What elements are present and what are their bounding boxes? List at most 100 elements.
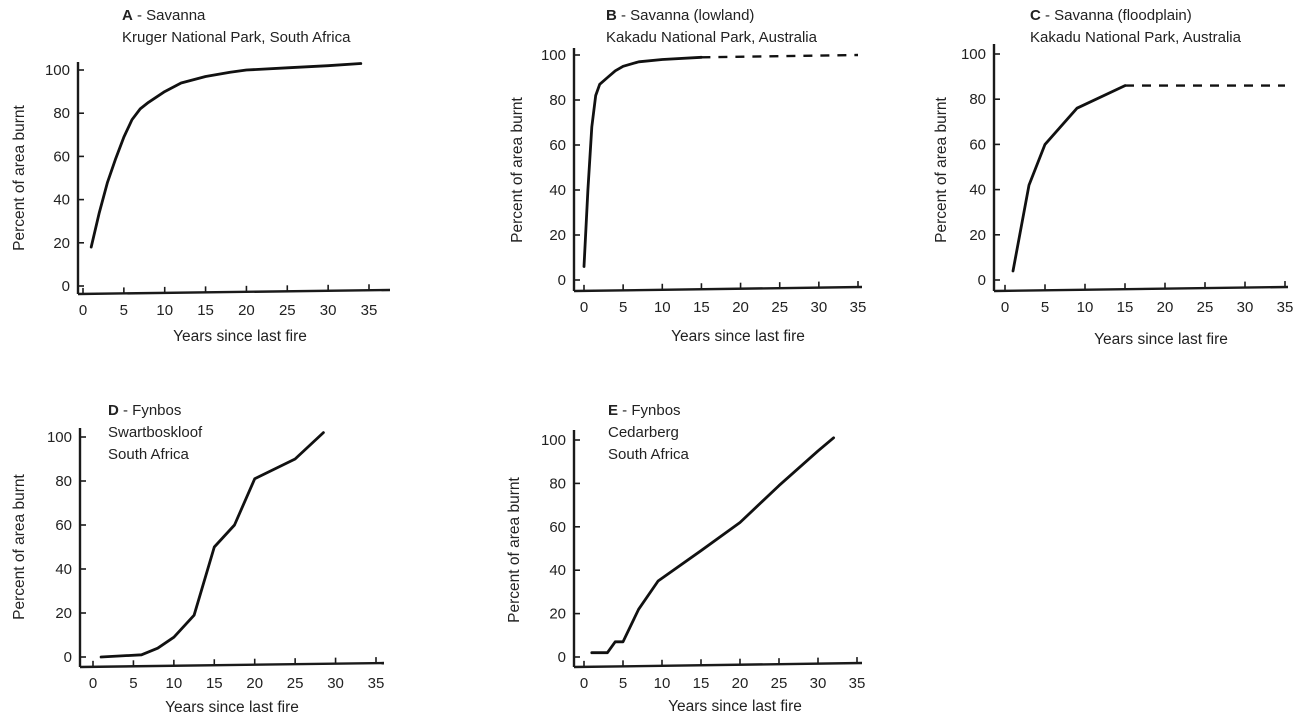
- y-tick-label: 100: [961, 46, 986, 63]
- x-tick-label: 0: [1001, 299, 1009, 316]
- panel-subtitle: Kruger National Park, South Africa: [122, 29, 351, 46]
- x-axis-label: Years since last fire: [165, 699, 299, 716]
- x-tick-label: 10: [1077, 299, 1094, 316]
- panel-subtitle: Cedarberg: [608, 424, 679, 441]
- x-tick-label: 35: [1277, 299, 1294, 316]
- y-tick-label: 40: [549, 182, 566, 199]
- y-tick-label: 20: [969, 227, 986, 244]
- x-tick-label: 35: [850, 299, 867, 316]
- y-axis-label: Percent of area burnt: [509, 97, 526, 243]
- y-tick-label: 0: [62, 278, 70, 295]
- panel-title-text: - Fynbos: [119, 402, 182, 419]
- panel-title: E - Fynbos: [608, 402, 681, 419]
- panel-title: D - Fynbos: [108, 402, 181, 419]
- y-tick-label: 40: [55, 561, 72, 578]
- y-tick-label: 80: [53, 105, 70, 122]
- y-tick-label: 100: [45, 62, 70, 79]
- panel-letter: E: [608, 402, 618, 419]
- y-tick-label: 40: [53, 192, 70, 209]
- x-axis-label: Years since last fire: [173, 328, 307, 345]
- panel-title: B - Savanna (lowland): [606, 7, 754, 24]
- panel-letter: B: [606, 7, 617, 24]
- panel-subtitle: Swartboskloof: [108, 424, 203, 441]
- y-tick-label: 20: [549, 606, 566, 623]
- x-tick-label: 5: [1041, 299, 1049, 316]
- x-tick-label: 30: [811, 299, 828, 316]
- y-tick-label: 60: [969, 136, 986, 153]
- panel-subtitle: Kakadu National Park, Australia: [1030, 29, 1242, 46]
- x-tick-label: 25: [279, 302, 296, 319]
- panel-title-text: - Savanna (floodplain): [1041, 7, 1192, 24]
- x-tick-label: 25: [287, 675, 304, 692]
- x-tick-label: 30: [1237, 299, 1254, 316]
- x-tick-label: 15: [197, 302, 214, 319]
- extrapolated-line: [701, 53, 859, 59]
- y-tick-label: 100: [541, 47, 566, 64]
- x-tick-label: 30: [320, 302, 337, 319]
- x-tick-label: 20: [732, 299, 749, 316]
- x-tick-label: 20: [732, 675, 749, 692]
- x-tick-label: 25: [771, 299, 788, 316]
- x-tick-label: 10: [166, 675, 183, 692]
- y-tick-label: 60: [549, 137, 566, 154]
- x-tick-label: 15: [693, 299, 710, 316]
- panel-title-text: - Savanna (lowland): [617, 7, 755, 24]
- x-tick-label: 35: [361, 302, 378, 319]
- x-tick-label: 10: [654, 675, 671, 692]
- y-tick-label: 80: [549, 92, 566, 109]
- x-tick-label: 0: [580, 299, 588, 316]
- y-axis-label: Percent of area burnt: [933, 97, 950, 243]
- y-tick-label: 40: [549, 562, 566, 579]
- x-tick-label: 0: [89, 675, 97, 692]
- y-tick-label: 60: [53, 148, 70, 165]
- y-tick-label: 100: [47, 429, 72, 446]
- data-line: [582, 55, 703, 268]
- x-tick-label: 30: [327, 675, 344, 692]
- panel-letter: C: [1030, 7, 1041, 24]
- data-line: [590, 436, 835, 655]
- panel-letter: A: [122, 7, 133, 24]
- x-tick-label: 15: [1117, 299, 1134, 316]
- x-axis-label: Years since last fire: [1094, 331, 1228, 348]
- x-tick-label: 5: [120, 302, 128, 319]
- x-tick-label: 5: [129, 675, 137, 692]
- y-tick-label: 80: [969, 91, 986, 108]
- x-tick-label: 25: [1197, 299, 1214, 316]
- x-tick-label: 5: [619, 299, 627, 316]
- chart-panel-d: D - Fynbos Swartboskloof South Africa 0 20 40…: [11, 402, 384, 716]
- x-tick-label: 0: [79, 302, 87, 319]
- x-axis-line: [77, 288, 391, 296]
- x-tick-label: 0: [580, 675, 588, 692]
- y-tick-label: 60: [55, 517, 72, 534]
- y-tick-label: 100: [541, 432, 566, 449]
- y-tick-label: 20: [55, 605, 72, 622]
- panel-subtitle: South Africa: [108, 446, 190, 463]
- panel-subtitle: South Africa: [608, 446, 690, 463]
- panel-subtitle: Kakadu National Park, Australia: [606, 29, 818, 46]
- chart-panel-a: A - Savanna Kruger National Park, South A…: [11, 7, 391, 345]
- x-tick-label: 25: [771, 675, 788, 692]
- y-tick-label: 80: [549, 475, 566, 492]
- y-tick-label: 20: [549, 227, 566, 244]
- x-axis-line: [993, 285, 1289, 293]
- panel-title-text: - Savanna: [133, 7, 206, 24]
- chart-panel-c: C - Savanna (floodplain) Kakadu National …: [933, 7, 1293, 348]
- data-line: [1011, 84, 1127, 273]
- panel-title-text: - Fynbos: [618, 402, 681, 419]
- x-tick-label: 15: [206, 675, 223, 692]
- panel-letter: D: [108, 402, 119, 419]
- x-axis-label: Years since last fire: [668, 698, 802, 715]
- panel-title: A - Savanna: [122, 7, 206, 24]
- x-axis-line: [573, 285, 863, 293]
- x-tick-label: 20: [246, 675, 263, 692]
- x-axis-line: [79, 661, 385, 669]
- y-tick-label: 60: [549, 519, 566, 536]
- y-tick-label: 40: [969, 182, 986, 199]
- y-tick-label: 0: [64, 649, 72, 666]
- x-tick-label: 30: [810, 675, 827, 692]
- y-axis-label: Percent of area burnt: [506, 477, 523, 623]
- x-tick-label: 35: [849, 675, 866, 692]
- y-tick-label: 0: [978, 272, 986, 289]
- x-tick-label: 5: [619, 675, 627, 692]
- x-tick-label: 20: [1157, 299, 1174, 316]
